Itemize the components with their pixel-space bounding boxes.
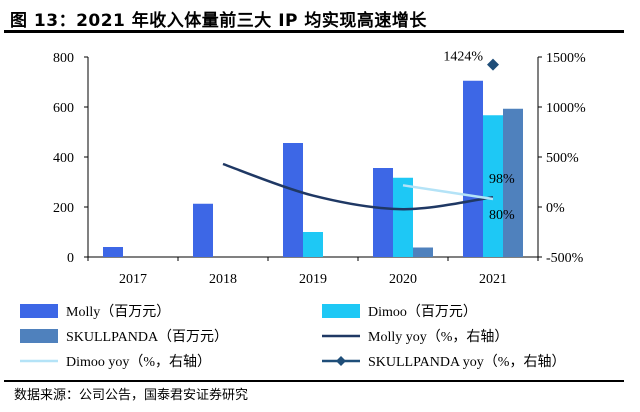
legend-label: SKULLPANDA（百万元）: [66, 329, 228, 345]
molly-bar: [103, 247, 123, 257]
left-tick-label: 200: [53, 201, 74, 216]
left-tick-label: 400: [53, 151, 74, 166]
skullpanda-bar: [503, 108, 523, 257]
skullpanda-bar: [413, 247, 433, 257]
right-tick-label: 0%: [546, 201, 565, 216]
right-tick-label: -500%: [546, 251, 584, 266]
dimoo-bar: [393, 177, 413, 257]
legend-swatch-diamond: [336, 356, 346, 366]
x-tick-label: 2017: [119, 272, 147, 287]
footer-rule: [4, 380, 624, 382]
legend-swatch-bar: [20, 304, 58, 318]
legend-label: Molly（百万元）: [66, 304, 170, 320]
molly-bar: [463, 80, 483, 257]
legend-label: SKULLPANDA yoy（%，右轴）: [368, 354, 565, 370]
legend-label: Molly yoy（%，右轴）: [368, 329, 508, 345]
legend-label: Dimoo（百万元）: [368, 304, 477, 320]
left-tick-label: 600: [53, 101, 74, 116]
data-label-skullpanda: 1424%: [443, 50, 483, 65]
molly-bar: [283, 143, 303, 257]
right-tick-label: 1500%: [546, 51, 586, 66]
x-tick-label: 2020: [389, 272, 417, 287]
skullpanda-yoy-marker: [487, 58, 499, 71]
molly-yoy-line: [222, 162, 494, 211]
legend-swatch-bar: [20, 329, 58, 343]
molly-bar: [193, 203, 213, 257]
title-rule: [4, 30, 624, 33]
left-tick-label: 0: [67, 251, 74, 266]
legend-swatch-bar: [322, 304, 360, 318]
dimoo-bar: [483, 115, 503, 257]
left-tick-label: 800: [53, 51, 74, 66]
data-label-dimoo-yoy: 80%: [489, 208, 515, 223]
molly-bar: [373, 168, 393, 257]
figure-title: 图 13：2021 年收入体量前三大 IP 均实现高速增长: [10, 11, 427, 31]
x-tick-label: 2021: [479, 272, 507, 287]
legend-label: Dimoo yoy（%，右轴）: [66, 354, 211, 370]
source-note: 数据来源：公司公告，国泰君安证券研究: [14, 388, 249, 403]
right-tick-label: 500%: [546, 151, 579, 166]
right-tick-label: 1000%: [546, 101, 586, 116]
dimoo-bar: [303, 232, 323, 257]
x-tick-label: 2018: [209, 272, 237, 287]
data-label-molly-yoy: 98%: [489, 172, 515, 187]
x-tick-label: 2019: [299, 272, 327, 287]
dimoo-yoy-line: [402, 184, 494, 201]
